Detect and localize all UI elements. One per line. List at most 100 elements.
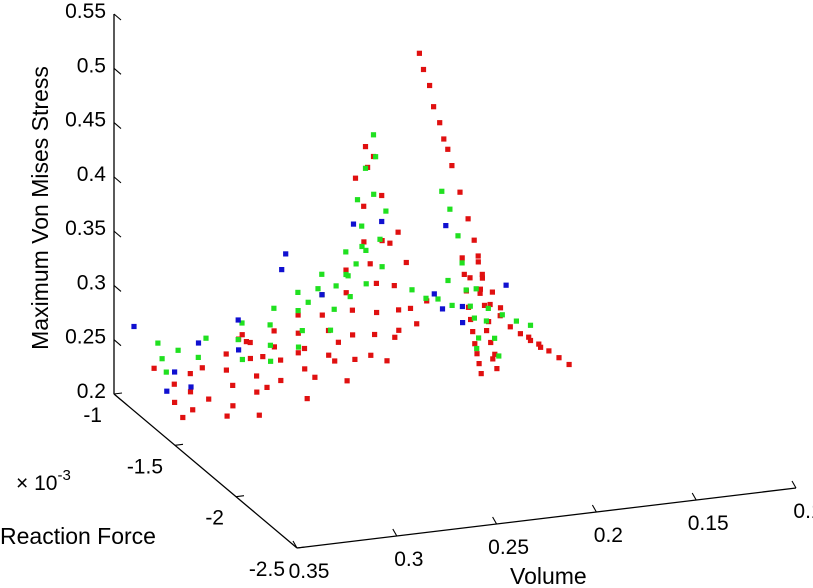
y-tick-label: -1: [83, 404, 102, 427]
data-point: [319, 312, 325, 318]
y-multiplier-label: × 10-3: [16, 467, 71, 495]
data-point: [267, 322, 273, 328]
data-point: [420, 66, 427, 73]
x-tick-label: 0.3: [394, 548, 423, 571]
data-point: [437, 120, 443, 126]
data-point: [350, 221, 357, 227]
data-point: [503, 282, 509, 288]
data-point: [384, 358, 390, 364]
data-point: [254, 389, 260, 395]
data-point: [383, 208, 389, 214]
data-point: [295, 350, 301, 356]
data-point: [271, 344, 277, 350]
data-point: [427, 82, 433, 89]
data-point: [488, 339, 494, 346]
data-point: [332, 358, 338, 364]
data-point: [370, 132, 377, 138]
z-tick-label: 0.2: [77, 380, 106, 403]
data-point: [163, 369, 169, 375]
data-point: [459, 260, 465, 266]
data-point: [172, 399, 178, 405]
data-point: [171, 381, 177, 387]
data-point: [195, 354, 201, 360]
data-point: [443, 223, 449, 229]
data-point: [260, 354, 266, 360]
data-point: [483, 318, 489, 324]
data-point: [361, 203, 367, 209]
data-point: [392, 334, 398, 340]
data-point: [494, 366, 500, 372]
data-point: [527, 322, 534, 328]
x-tick-mark: [292, 540, 298, 549]
data-point: [478, 371, 484, 377]
z-tick-mark: [113, 13, 122, 21]
data-point: [477, 286, 483, 292]
data-point: [435, 296, 441, 302]
y-tick-mark: [113, 392, 123, 395]
data-point: [479, 275, 485, 281]
data-point: [379, 218, 385, 225]
data-point: [363, 281, 369, 287]
data-point: [538, 344, 544, 350]
data-point: [243, 339, 249, 345]
data-point: [343, 267, 349, 273]
data-point: [467, 303, 473, 309]
data-point: [239, 356, 245, 363]
data-point: [319, 292, 325, 298]
data-point: [373, 280, 379, 286]
z-tick-label: 0.55: [65, 0, 106, 23]
data-point: [279, 267, 285, 273]
x-tick-label: 0.35: [289, 560, 330, 583]
data-point: [188, 384, 194, 390]
y-tick-mark: [174, 443, 184, 446]
y-axis-line: [113, 393, 298, 549]
data-point: [199, 365, 205, 371]
data-point: [372, 331, 378, 338]
data-point: [350, 332, 356, 338]
data-point: [159, 356, 165, 362]
y-tick-mark: [235, 495, 245, 498]
data-point: [379, 264, 385, 270]
data-point: [465, 216, 471, 222]
x-tick-label: 0.15: [688, 512, 729, 535]
data-point: [507, 324, 513, 330]
data-point: [527, 337, 534, 344]
data-point: [278, 357, 284, 363]
data-point: [180, 414, 186, 421]
data-point: [327, 327, 334, 333]
data-point: [175, 347, 181, 353]
data-point: [319, 271, 325, 277]
data-point: [187, 389, 194, 395]
data-point: [235, 337, 241, 343]
data-point: [396, 327, 402, 333]
data-point: [447, 206, 453, 212]
data-point: [362, 165, 369, 171]
data-point: [345, 273, 351, 279]
data-point: [268, 358, 274, 364]
data-point: [409, 287, 415, 293]
data-point: [301, 345, 308, 352]
data-point: [343, 290, 349, 296]
y-tick-mark: [296, 546, 306, 549]
data-point: [335, 339, 341, 345]
data-point: [361, 239, 367, 245]
data-point: [373, 154, 379, 160]
data-point: [151, 365, 157, 371]
data-point: [331, 306, 337, 312]
data-point: [431, 291, 437, 297]
data-point: [267, 342, 273, 348]
data-point: [367, 261, 373, 267]
data-point: [187, 371, 193, 377]
data-point: [377, 236, 383, 242]
z-tick-label: 0.3: [77, 271, 106, 294]
z-tick-mark: [113, 176, 122, 184]
data-point: [295, 344, 302, 350]
data-point: [190, 407, 196, 413]
data-point: [484, 328, 490, 334]
data-point: [441, 136, 447, 142]
data-point: [203, 335, 209, 341]
data-point: [295, 330, 301, 336]
y-tick-label: -1.5: [127, 455, 163, 478]
data-point: [295, 289, 301, 295]
